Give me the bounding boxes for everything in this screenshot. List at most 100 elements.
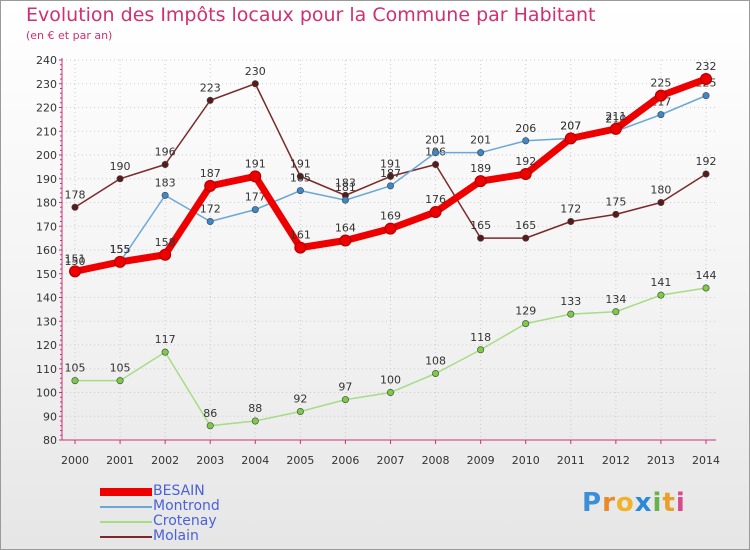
data-point-crotenay xyxy=(432,369,440,377)
data-label-molain: 230 xyxy=(245,65,266,78)
data-point-molain xyxy=(71,203,79,211)
data-label-crotenay: 134 xyxy=(605,293,626,306)
data-label-montrond: 187 xyxy=(380,167,401,180)
data-point-besain xyxy=(204,179,217,192)
data-point-montrond xyxy=(161,191,169,199)
y-tick-label: 110 xyxy=(36,363,57,376)
data-label-molain: 165 xyxy=(515,219,536,232)
data-label-crotenay: 86 xyxy=(203,407,217,420)
y-tick-label: 200 xyxy=(36,149,57,162)
data-label-molain: 165 xyxy=(470,219,491,232)
data-label-molain: 180 xyxy=(650,184,671,197)
data-point-molain xyxy=(657,199,665,207)
data-point-molain xyxy=(477,234,485,242)
y-tick-label: 170 xyxy=(36,220,57,233)
x-tick-label: 2013 xyxy=(647,454,675,467)
data-point-crotenay xyxy=(341,396,349,404)
data-point-crotenay xyxy=(477,346,485,354)
proxiti-logo: Proxiti xyxy=(582,488,686,518)
data-point-molain xyxy=(116,175,124,183)
data-point-besain xyxy=(69,265,81,278)
x-tick-label: 2008 xyxy=(422,454,450,467)
data-label-besain: 155 xyxy=(110,243,131,256)
data-label-crotenay: 105 xyxy=(65,362,86,375)
data-point-besain xyxy=(249,170,262,183)
data-label-molain: 191 xyxy=(380,157,401,170)
data-label-molain: 223 xyxy=(200,81,221,94)
y-tick-label: 80 xyxy=(43,434,57,447)
data-label-montrond: 201 xyxy=(470,134,491,147)
data-point-molain xyxy=(612,210,620,218)
data-label-molain: 190 xyxy=(110,160,131,173)
data-label-molain: 178 xyxy=(65,188,86,201)
data-point-crotenay xyxy=(296,407,304,415)
x-tick-label: 2004 xyxy=(241,454,269,467)
legend-label: Montrond xyxy=(153,498,220,514)
data-point-molain xyxy=(567,218,575,226)
data-label-molain: 191 xyxy=(290,157,311,170)
data-label-montrond: 181 xyxy=(335,181,356,194)
x-tick-label: 2001 xyxy=(106,454,134,467)
data-point-crotenay xyxy=(116,377,124,385)
data-label-besain: 151 xyxy=(65,252,86,265)
x-tick-label: 2000 xyxy=(61,454,89,467)
data-point-montrond xyxy=(251,206,259,214)
data-label-molain: 183 xyxy=(335,176,356,189)
y-tick-label: 130 xyxy=(36,315,57,328)
y-tick-label: 120 xyxy=(36,339,57,352)
chart-title: Evolution des Impôts locaux pour la Comm… xyxy=(26,4,596,26)
data-label-besain: 176 xyxy=(425,193,446,206)
data-point-crotenay xyxy=(161,348,169,356)
data-point-crotenay xyxy=(386,388,394,396)
y-tick-label: 140 xyxy=(36,292,57,305)
data-point-besain xyxy=(114,255,127,268)
data-label-montrond: 201 xyxy=(425,134,446,147)
data-point-montrond xyxy=(386,182,394,190)
data-label-molain: 196 xyxy=(155,146,176,159)
data-point-montrond xyxy=(296,187,304,195)
data-label-crotenay: 118 xyxy=(470,331,491,344)
data-label-montrond: 185 xyxy=(290,172,311,185)
data-point-besain xyxy=(429,206,442,218)
data-label-besain: 158 xyxy=(155,236,176,249)
legend-label: Molain xyxy=(153,528,199,544)
legend-item-crotenay: Crotenay xyxy=(100,513,300,530)
data-label-crotenay: 141 xyxy=(650,276,671,289)
y-tick-label: 190 xyxy=(36,173,57,186)
data-point-crotenay xyxy=(251,417,259,425)
data-label-montrond: 150 xyxy=(65,255,86,268)
data-point-molain xyxy=(522,234,530,242)
data-label-besain: 191 xyxy=(245,157,266,170)
data-label-montrond: 206 xyxy=(515,122,536,135)
x-tick-label: 2010 xyxy=(512,454,540,467)
data-label-molain: 192 xyxy=(696,155,717,168)
x-tick-label: 2007 xyxy=(377,454,405,467)
data-label-crotenay: 88 xyxy=(248,402,262,415)
data-label-besain: 192 xyxy=(515,155,536,168)
data-point-montrond xyxy=(341,196,349,204)
data-label-montrond: 183 xyxy=(155,176,176,189)
data-point-crotenay xyxy=(702,284,710,292)
legend-label: Crotenay xyxy=(153,513,217,529)
x-tick-label: 2005 xyxy=(286,454,314,467)
data-label-besain: 225 xyxy=(650,77,671,90)
x-tick-label: 2009 xyxy=(467,454,495,467)
legend-swatch xyxy=(100,488,152,496)
data-point-molain xyxy=(702,170,710,178)
data-label-crotenay: 105 xyxy=(110,362,131,375)
data-point-besain xyxy=(339,234,352,247)
data-point-montrond xyxy=(206,218,214,226)
data-point-besain xyxy=(294,241,307,254)
legend-item-montrond: Montrond xyxy=(100,498,300,515)
data-label-besain: 189 xyxy=(470,162,491,175)
data-label-besain: 164 xyxy=(335,222,356,235)
data-label-besain: 211 xyxy=(605,110,626,123)
y-tick-label: 160 xyxy=(36,244,57,257)
legend-swatch xyxy=(100,506,152,508)
y-tick-label: 240 xyxy=(36,54,57,67)
data-point-besain xyxy=(519,168,532,180)
data-label-crotenay: 129 xyxy=(515,305,536,318)
data-point-crotenay xyxy=(612,308,620,316)
